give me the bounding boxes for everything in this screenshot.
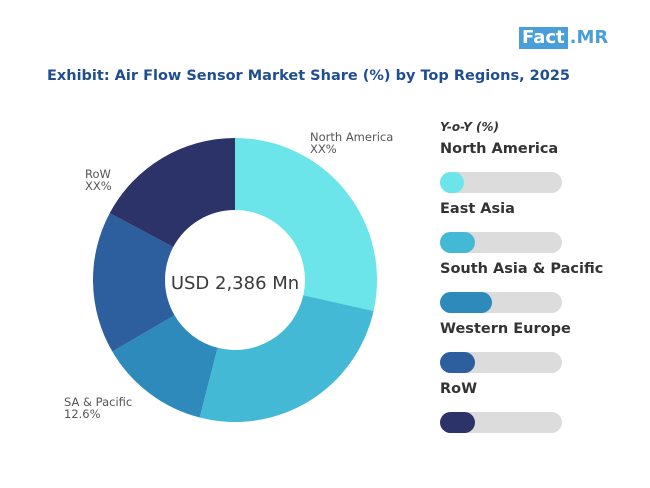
slice-value-label: XX% (85, 179, 112, 193)
yoy-bar-track (440, 172, 562, 193)
yoy-item: East Asia (440, 201, 640, 261)
yoy-item-name: East Asia (440, 201, 515, 217)
donut-center-label: USD 2,386 Mn (171, 273, 299, 294)
yoy-item: Western Europe (440, 321, 640, 381)
yoy-bar-track (440, 232, 562, 253)
yoy-item-name: South Asia & Pacific (440, 261, 604, 277)
yoy-title: Y-o-Y (%) (440, 120, 500, 134)
yoy-bar-fill (440, 232, 476, 253)
brand-logo: Fact .MR (519, 27, 608, 49)
yoy-legend: Y-o-Y (%) North America East Asia South As… (440, 120, 640, 441)
slice-label: North America (310, 130, 393, 144)
yoy-bar-track (440, 412, 562, 433)
yoy-item: North America (440, 141, 640, 201)
yoy-item-name: Western Europe (440, 321, 571, 337)
yoy-bar-fill (440, 172, 465, 193)
yoy-bar-fill (440, 412, 476, 433)
brand-logo-fact: Fact (519, 27, 568, 49)
slice-value-label: XX% (310, 142, 337, 156)
yoy-item-name: North America (440, 141, 559, 157)
yoy-bar-track (440, 292, 562, 313)
yoy-item-name: RoW (440, 381, 478, 397)
slice-value-label: 12.6% (64, 407, 101, 421)
yoy-item: RoW (440, 381, 640, 441)
yoy-item: South Asia & Pacific (440, 261, 640, 321)
slice-label: SA & Pacific (64, 395, 132, 409)
donut-slice-western-europe (92, 213, 175, 352)
donut-slice-south-asia-pacific (112, 315, 218, 418)
brand-logo-mr: .MR (569, 27, 609, 48)
donut-slice-row (109, 138, 235, 248)
chart-title: Exhibit: Air Flow Sensor Market Share (%… (47, 68, 570, 84)
donut-slice-north-america (235, 138, 377, 311)
yoy-bar-fill (440, 352, 476, 373)
yoy-bar-track (440, 352, 562, 373)
donut-slice-east-asia (199, 295, 374, 422)
slice-label: RoW (85, 167, 111, 181)
yoy-bar-fill (440, 292, 493, 313)
